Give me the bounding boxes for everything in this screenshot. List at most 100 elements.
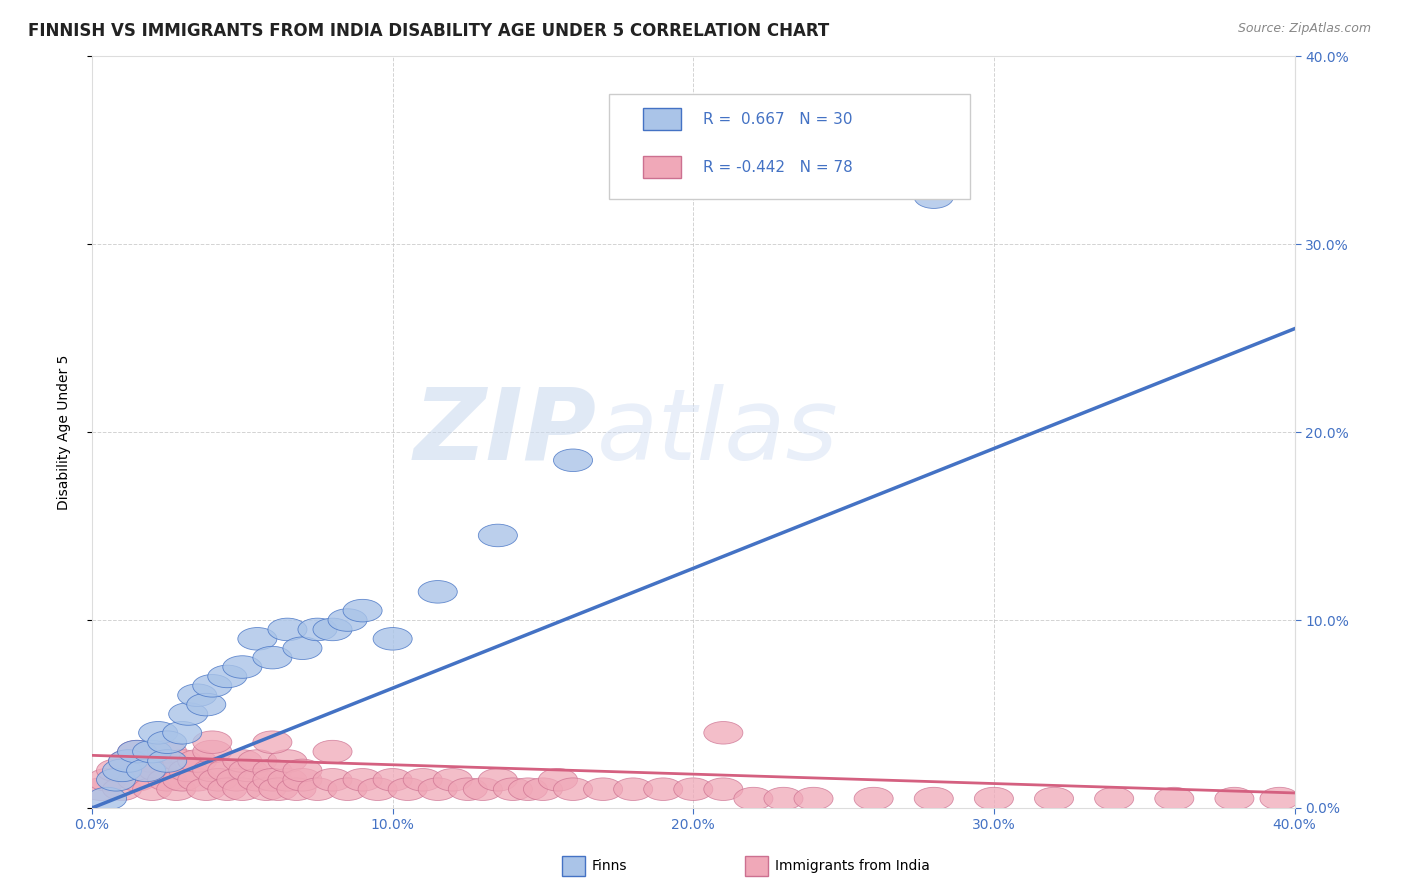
- Ellipse shape: [314, 618, 352, 640]
- Ellipse shape: [1095, 788, 1133, 810]
- Ellipse shape: [187, 693, 226, 716]
- Ellipse shape: [283, 759, 322, 781]
- Ellipse shape: [253, 759, 292, 781]
- Ellipse shape: [734, 788, 773, 810]
- Ellipse shape: [613, 778, 652, 800]
- Ellipse shape: [82, 778, 121, 800]
- Ellipse shape: [644, 778, 683, 800]
- Ellipse shape: [148, 731, 187, 754]
- Ellipse shape: [269, 618, 307, 640]
- Ellipse shape: [169, 759, 208, 781]
- Text: Immigrants from India: Immigrants from India: [775, 859, 929, 873]
- Text: ZIP: ZIP: [415, 384, 598, 481]
- Ellipse shape: [914, 788, 953, 810]
- Ellipse shape: [148, 749, 187, 772]
- Ellipse shape: [253, 647, 292, 669]
- Ellipse shape: [87, 769, 127, 791]
- Ellipse shape: [238, 749, 277, 772]
- Ellipse shape: [187, 778, 226, 800]
- Ellipse shape: [373, 628, 412, 650]
- Ellipse shape: [269, 769, 307, 791]
- Ellipse shape: [229, 759, 269, 781]
- Bar: [643, 156, 682, 178]
- Ellipse shape: [283, 769, 322, 791]
- Ellipse shape: [238, 628, 277, 650]
- Bar: [643, 108, 682, 130]
- Ellipse shape: [253, 731, 292, 754]
- Ellipse shape: [359, 778, 396, 800]
- Ellipse shape: [538, 769, 578, 791]
- Ellipse shape: [704, 778, 742, 800]
- Ellipse shape: [328, 608, 367, 632]
- Ellipse shape: [118, 740, 156, 763]
- Ellipse shape: [193, 674, 232, 697]
- Ellipse shape: [222, 656, 262, 678]
- Ellipse shape: [269, 749, 307, 772]
- Ellipse shape: [156, 778, 195, 800]
- Ellipse shape: [208, 759, 247, 781]
- Ellipse shape: [554, 778, 592, 800]
- Ellipse shape: [139, 759, 177, 781]
- Text: R = -0.442   N = 78: R = -0.442 N = 78: [703, 160, 852, 175]
- Ellipse shape: [108, 749, 148, 772]
- Ellipse shape: [583, 778, 623, 800]
- Ellipse shape: [103, 759, 142, 781]
- Ellipse shape: [404, 769, 443, 791]
- Ellipse shape: [108, 749, 148, 772]
- Ellipse shape: [1260, 788, 1299, 810]
- Ellipse shape: [373, 769, 412, 791]
- Ellipse shape: [523, 778, 562, 800]
- Ellipse shape: [87, 788, 127, 810]
- Ellipse shape: [449, 778, 488, 800]
- Ellipse shape: [139, 722, 177, 744]
- Ellipse shape: [433, 769, 472, 791]
- Ellipse shape: [132, 778, 172, 800]
- Ellipse shape: [418, 581, 457, 603]
- Ellipse shape: [148, 740, 187, 763]
- Ellipse shape: [494, 778, 533, 800]
- Ellipse shape: [914, 186, 953, 209]
- Ellipse shape: [277, 778, 316, 800]
- Ellipse shape: [1154, 788, 1194, 810]
- Ellipse shape: [193, 740, 232, 763]
- Ellipse shape: [198, 769, 238, 791]
- Ellipse shape: [478, 769, 517, 791]
- Ellipse shape: [298, 618, 337, 640]
- Ellipse shape: [177, 769, 217, 791]
- Ellipse shape: [97, 769, 135, 791]
- Ellipse shape: [127, 759, 166, 781]
- Ellipse shape: [253, 769, 292, 791]
- Ellipse shape: [217, 769, 256, 791]
- Ellipse shape: [127, 759, 166, 781]
- Ellipse shape: [853, 788, 893, 810]
- Ellipse shape: [1215, 788, 1254, 810]
- Ellipse shape: [208, 778, 247, 800]
- Ellipse shape: [222, 778, 262, 800]
- Ellipse shape: [169, 703, 208, 725]
- Text: R =  0.667   N = 30: R = 0.667 N = 30: [703, 112, 852, 127]
- Ellipse shape: [222, 749, 262, 772]
- Ellipse shape: [343, 599, 382, 622]
- Ellipse shape: [118, 769, 156, 791]
- Ellipse shape: [478, 524, 517, 547]
- Ellipse shape: [554, 449, 592, 472]
- Ellipse shape: [298, 778, 337, 800]
- Ellipse shape: [208, 665, 247, 688]
- Text: Finns: Finns: [592, 859, 627, 873]
- FancyBboxPatch shape: [609, 94, 970, 199]
- Ellipse shape: [328, 778, 367, 800]
- Ellipse shape: [118, 740, 156, 763]
- Ellipse shape: [418, 778, 457, 800]
- Y-axis label: Disability Age Under 5: Disability Age Under 5: [58, 354, 72, 509]
- Ellipse shape: [794, 788, 834, 810]
- Ellipse shape: [464, 778, 502, 800]
- Ellipse shape: [193, 731, 232, 754]
- Ellipse shape: [132, 740, 172, 763]
- Ellipse shape: [283, 637, 322, 659]
- Ellipse shape: [132, 749, 172, 772]
- Ellipse shape: [343, 769, 382, 791]
- Ellipse shape: [97, 759, 135, 781]
- Ellipse shape: [509, 778, 547, 800]
- Ellipse shape: [763, 788, 803, 810]
- Ellipse shape: [314, 740, 352, 763]
